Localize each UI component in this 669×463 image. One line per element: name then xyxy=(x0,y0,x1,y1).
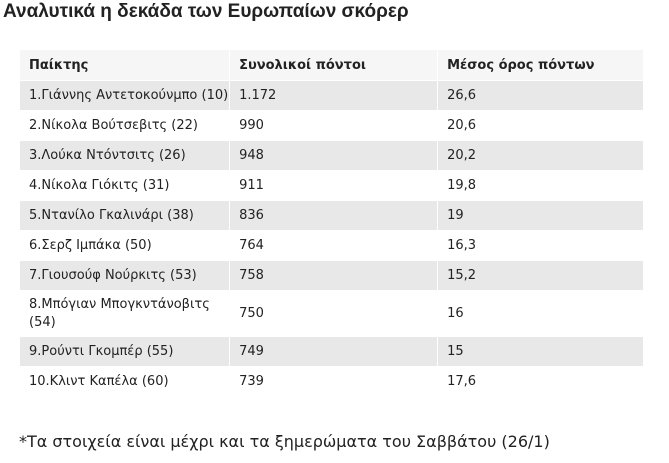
table-row: 8.Μπόγιαν Μπογκντάνοβιτς (54) 750 16 xyxy=(18,290,644,337)
average-points-cell: 17,6 xyxy=(437,366,644,397)
table-body: 1.Γιάννης Αντετοκούνμπο (10) 1.172 26,6 … xyxy=(18,80,644,397)
table-row: 1.Γιάννης Αντετοκούνμπο (10) 1.172 26,6 xyxy=(18,80,644,111)
average-points-cell: 15 xyxy=(437,336,644,367)
total-points-cell: 911 xyxy=(229,170,439,201)
total-points-cell: 749 xyxy=(229,336,439,367)
average-points-cell: 19,8 xyxy=(437,170,644,201)
player-cell: 4.Νίκολα Γιόκιτς (31) xyxy=(18,170,231,201)
total-points-cell: 990 xyxy=(229,110,439,141)
scorers-table: Παίκτης Συνολικοί πόντοι Μέσος όρος πόντ… xyxy=(18,49,644,397)
player-cell: 5.Ντανίλο Γκαλινάρι (38) xyxy=(18,200,231,231)
average-points-cell: 16 xyxy=(437,290,644,337)
table-row: 9.Ρούντι Γκομπέρ (55) 749 15 xyxy=(18,336,644,367)
total-points-cell: 1.172 xyxy=(229,80,439,111)
header-row: Παίκτης Συνολικοί πόντοι Μέσος όρος πόντ… xyxy=(18,49,644,81)
table-row: 3.Λούκα Ντόντσιτς (26) 948 20,2 xyxy=(18,140,644,171)
footnote: *Τα στοιχεία είναι μέχρι και τα ξημερώμα… xyxy=(19,432,550,451)
average-points-cell: 20,2 xyxy=(437,140,644,171)
table-row: 6.Σερζ Ιμπάκα (50) 764 16,3 xyxy=(18,230,644,261)
table-row: 7.Γιουσούφ Νούρκιτς (53) 758 15,2 xyxy=(18,260,644,291)
average-points-cell: 16,3 xyxy=(437,230,644,261)
table-header: Παίκτης Συνολικοί πόντοι Μέσος όρος πόντ… xyxy=(18,49,644,81)
player-cell: 2.Νίκολα Βούτσεβιτς (22) xyxy=(18,110,231,141)
player-cell: 1.Γιάννης Αντετοκούνμπο (10) xyxy=(18,80,231,111)
player-cell: 7.Γιουσούφ Νούρκιτς (53) xyxy=(18,260,231,291)
table-row: 2.Νίκολα Βούτσεβιτς (22) 990 20,6 xyxy=(18,110,644,141)
player-cell: 3.Λούκα Ντόντσιτς (26) xyxy=(18,140,231,171)
average-points-cell: 19 xyxy=(437,200,644,231)
header-total-points: Συνολικοί πόντοι xyxy=(229,49,439,81)
total-points-cell: 836 xyxy=(229,200,439,231)
player-cell: 6.Σερζ Ιμπάκα (50) xyxy=(18,230,231,261)
player-cell: 9.Ρούντι Γκομπέρ (55) xyxy=(18,336,231,367)
total-points-cell: 948 xyxy=(229,140,439,171)
player-cell: 10.Κλιντ Καπέλα (60) xyxy=(18,366,231,397)
table-row: 5.Ντανίλο Γκαλινάρι (38) 836 19 xyxy=(18,200,644,231)
total-points-cell: 758 xyxy=(229,260,439,291)
table-row: 10.Κλιντ Καπέλα (60) 739 17,6 xyxy=(18,366,644,397)
total-points-cell: 764 xyxy=(229,230,439,261)
average-points-cell: 15,2 xyxy=(437,260,644,291)
average-points-cell: 26,6 xyxy=(437,80,644,111)
table-row: 4.Νίκολα Γιόκιτς (31) 911 19,8 xyxy=(18,170,644,201)
total-points-cell: 750 xyxy=(229,290,439,337)
total-points-cell: 739 xyxy=(229,366,439,397)
header-average-points: Μέσος όρος πόντων xyxy=(437,49,644,81)
header-player: Παίκτης xyxy=(18,49,231,81)
player-cell: 8.Μπόγιαν Μπογκντάνοβιτς (54) xyxy=(18,290,231,337)
page-heading: Αναλυτικά η δεκάδα των Ευρωπαίων σκόρερ xyxy=(3,1,409,22)
average-points-cell: 20,6 xyxy=(437,110,644,141)
